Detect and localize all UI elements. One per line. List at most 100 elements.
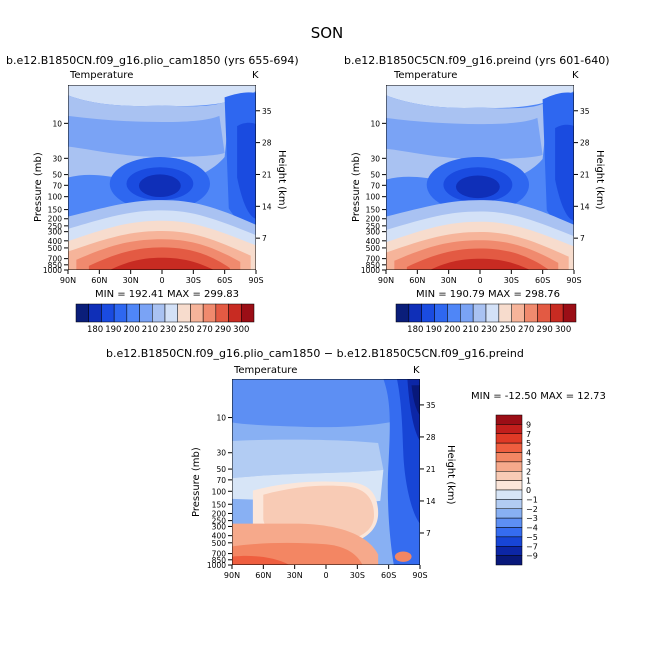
- colorbar-swatch: [495, 442, 523, 453]
- x-tick-label: 30S: [350, 571, 365, 580]
- colorbar-swatch: [495, 471, 523, 481]
- colorbar-label: −2: [526, 505, 538, 514]
- y-tick-label: 250: [48, 222, 63, 231]
- y-tick-label: 10: [370, 119, 380, 128]
- y-tick-label: 250: [366, 222, 381, 231]
- colorbar-label: −5: [526, 533, 538, 542]
- panel-3-units: K: [413, 365, 420, 376]
- colorbar-swatch: [113, 303, 128, 323]
- y-tick-label: 500: [366, 244, 381, 253]
- colorbar-swatch: [447, 303, 461, 323]
- colorbar-label: 230: [160, 325, 176, 335]
- x-tick-label: 30N: [123, 276, 139, 285]
- y-tick-label: 70: [370, 181, 380, 190]
- colorbar-label: 300: [233, 325, 249, 335]
- y-tick-label: 30: [370, 154, 380, 163]
- y2-tick-label: 14: [426, 497, 436, 506]
- colorbar-label: 190: [426, 325, 442, 335]
- y-tick-label: 400: [366, 237, 381, 246]
- y-tick-label: 150: [212, 500, 227, 509]
- y-tick-label: 500: [212, 539, 227, 548]
- colorbar-label: 2: [526, 467, 531, 476]
- band-top: [232, 379, 405, 428]
- colorbar-label: 210: [463, 325, 479, 335]
- panel-2-contours: [386, 85, 574, 270]
- x-tick-label: 90N: [378, 276, 394, 285]
- season-title: SON: [310, 24, 344, 42]
- y-tick-label: 1000: [361, 266, 380, 275]
- colorbar-swatch: [75, 303, 89, 323]
- y-tick-label: 700: [212, 550, 227, 559]
- y-tick-label: 1000: [43, 266, 62, 275]
- y-tick-label: 850: [48, 261, 63, 270]
- band-lower-7: [109, 257, 215, 270]
- y2-tick-label: 35: [262, 107, 272, 116]
- colorbar-label: 1: [526, 477, 531, 486]
- x-tick-label: 0: [477, 276, 482, 285]
- y-tick-label: 30: [216, 449, 226, 458]
- y-tick-label: 30: [52, 154, 62, 163]
- x-tick-label: 90S: [248, 276, 263, 285]
- panel-1-contours: [68, 85, 256, 270]
- colorbar-label: 7: [526, 430, 531, 439]
- colorbar-label: 210: [142, 325, 158, 335]
- y2-tick-label: 21: [262, 170, 272, 179]
- y-tick-label: 850: [366, 261, 381, 270]
- colorbar-label: −1: [526, 495, 538, 504]
- colorbar-swatch: [495, 546, 523, 556]
- colorbar-swatch: [495, 527, 523, 538]
- colorbar-swatch: [550, 303, 564, 323]
- colorbar-swatch: [562, 303, 577, 323]
- y-tick-label: 150: [48, 206, 63, 215]
- x-tick-label: 90S: [566, 276, 581, 285]
- y-tick-label: 150: [366, 206, 381, 215]
- colorbar-label: −7: [526, 542, 538, 551]
- colorbar-swatch: [485, 303, 500, 323]
- colorbar-swatch: [537, 303, 551, 323]
- colorbar-swatch: [524, 303, 538, 323]
- y-tick-label: 200: [366, 215, 381, 224]
- y-tick-label: 300: [48, 228, 63, 237]
- colorbar-swatch: [164, 303, 178, 323]
- x-tick-label: 60N: [409, 276, 425, 285]
- y2-tick-label: 21: [580, 170, 590, 179]
- colorbar-swatch: [177, 303, 191, 323]
- y2-tick-label: 35: [426, 401, 436, 410]
- y-tick-label: 50: [52, 171, 62, 180]
- y-tick-label: 100: [48, 193, 63, 202]
- y-tick-label: 50: [370, 171, 380, 180]
- colorbar-label: 230: [481, 325, 497, 335]
- y2-tick-label: 21: [426, 465, 436, 474]
- colorbar-swatch: [101, 303, 115, 323]
- colorbar-label: 190: [105, 325, 121, 335]
- colorbar-swatch: [228, 303, 242, 323]
- band-tropopause-core: [455, 175, 500, 199]
- y2-tick-label: 28: [580, 139, 590, 148]
- colorbar-label: 180: [87, 325, 103, 335]
- colorbar-label: 270: [197, 325, 213, 335]
- band-lower-warm4: [232, 555, 290, 565]
- colorbar-swatch: [460, 303, 474, 323]
- colorbar-label: 3: [526, 458, 531, 467]
- band-lower-7: [429, 258, 530, 270]
- band-top-light: [386, 85, 574, 109]
- colorbar-label: −3: [526, 514, 538, 523]
- y-tick-label: 300: [366, 228, 381, 237]
- y-tick-label: 70: [216, 476, 226, 485]
- y-tick-label: 300: [212, 522, 227, 531]
- panel-2-title: b.e12.B1850C5CN.f09_g16.preind (yrs 601-…: [344, 54, 610, 67]
- panel-1-subtitle: Temperature: [70, 70, 134, 81]
- colorbar-swatch: [495, 452, 523, 463]
- colorbar-swatch: [152, 303, 166, 323]
- colorbar-swatch: [421, 303, 435, 323]
- colorbar-swatch: [495, 461, 523, 472]
- y-tick-label: 200: [48, 215, 63, 224]
- colorbar-swatch: [495, 555, 523, 566]
- colorbar-swatch: [495, 480, 523, 491]
- colorbar-swatch: [139, 303, 153, 323]
- band-sh-surface-warm: [394, 551, 412, 562]
- y2-tick-label: 28: [426, 433, 436, 442]
- colorbar-swatch: [511, 303, 525, 323]
- y2-tick-label: 28: [262, 139, 272, 148]
- panel-1-title: b.e12.B1850CN.f09_g16.plio_cam1850 (yrs …: [6, 54, 299, 67]
